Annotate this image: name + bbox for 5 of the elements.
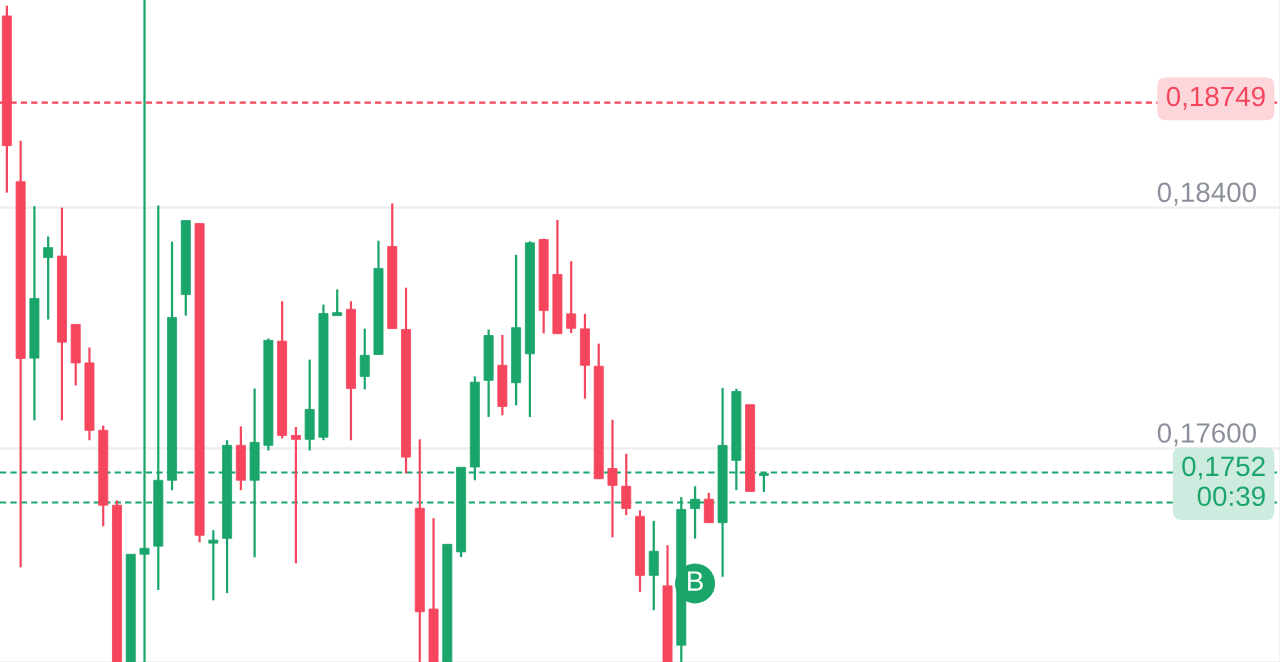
data-label: B <box>688 571 703 591</box>
y-tick-label: 0,17600 <box>1157 423 1257 447</box>
ref-line-label: 0,18749 <box>1166 86 1265 110</box>
ref-line-label: 0,1752 00:39 <box>1182 456 1265 507</box>
y-tick-label: 0,18400 <box>1157 182 1257 206</box>
